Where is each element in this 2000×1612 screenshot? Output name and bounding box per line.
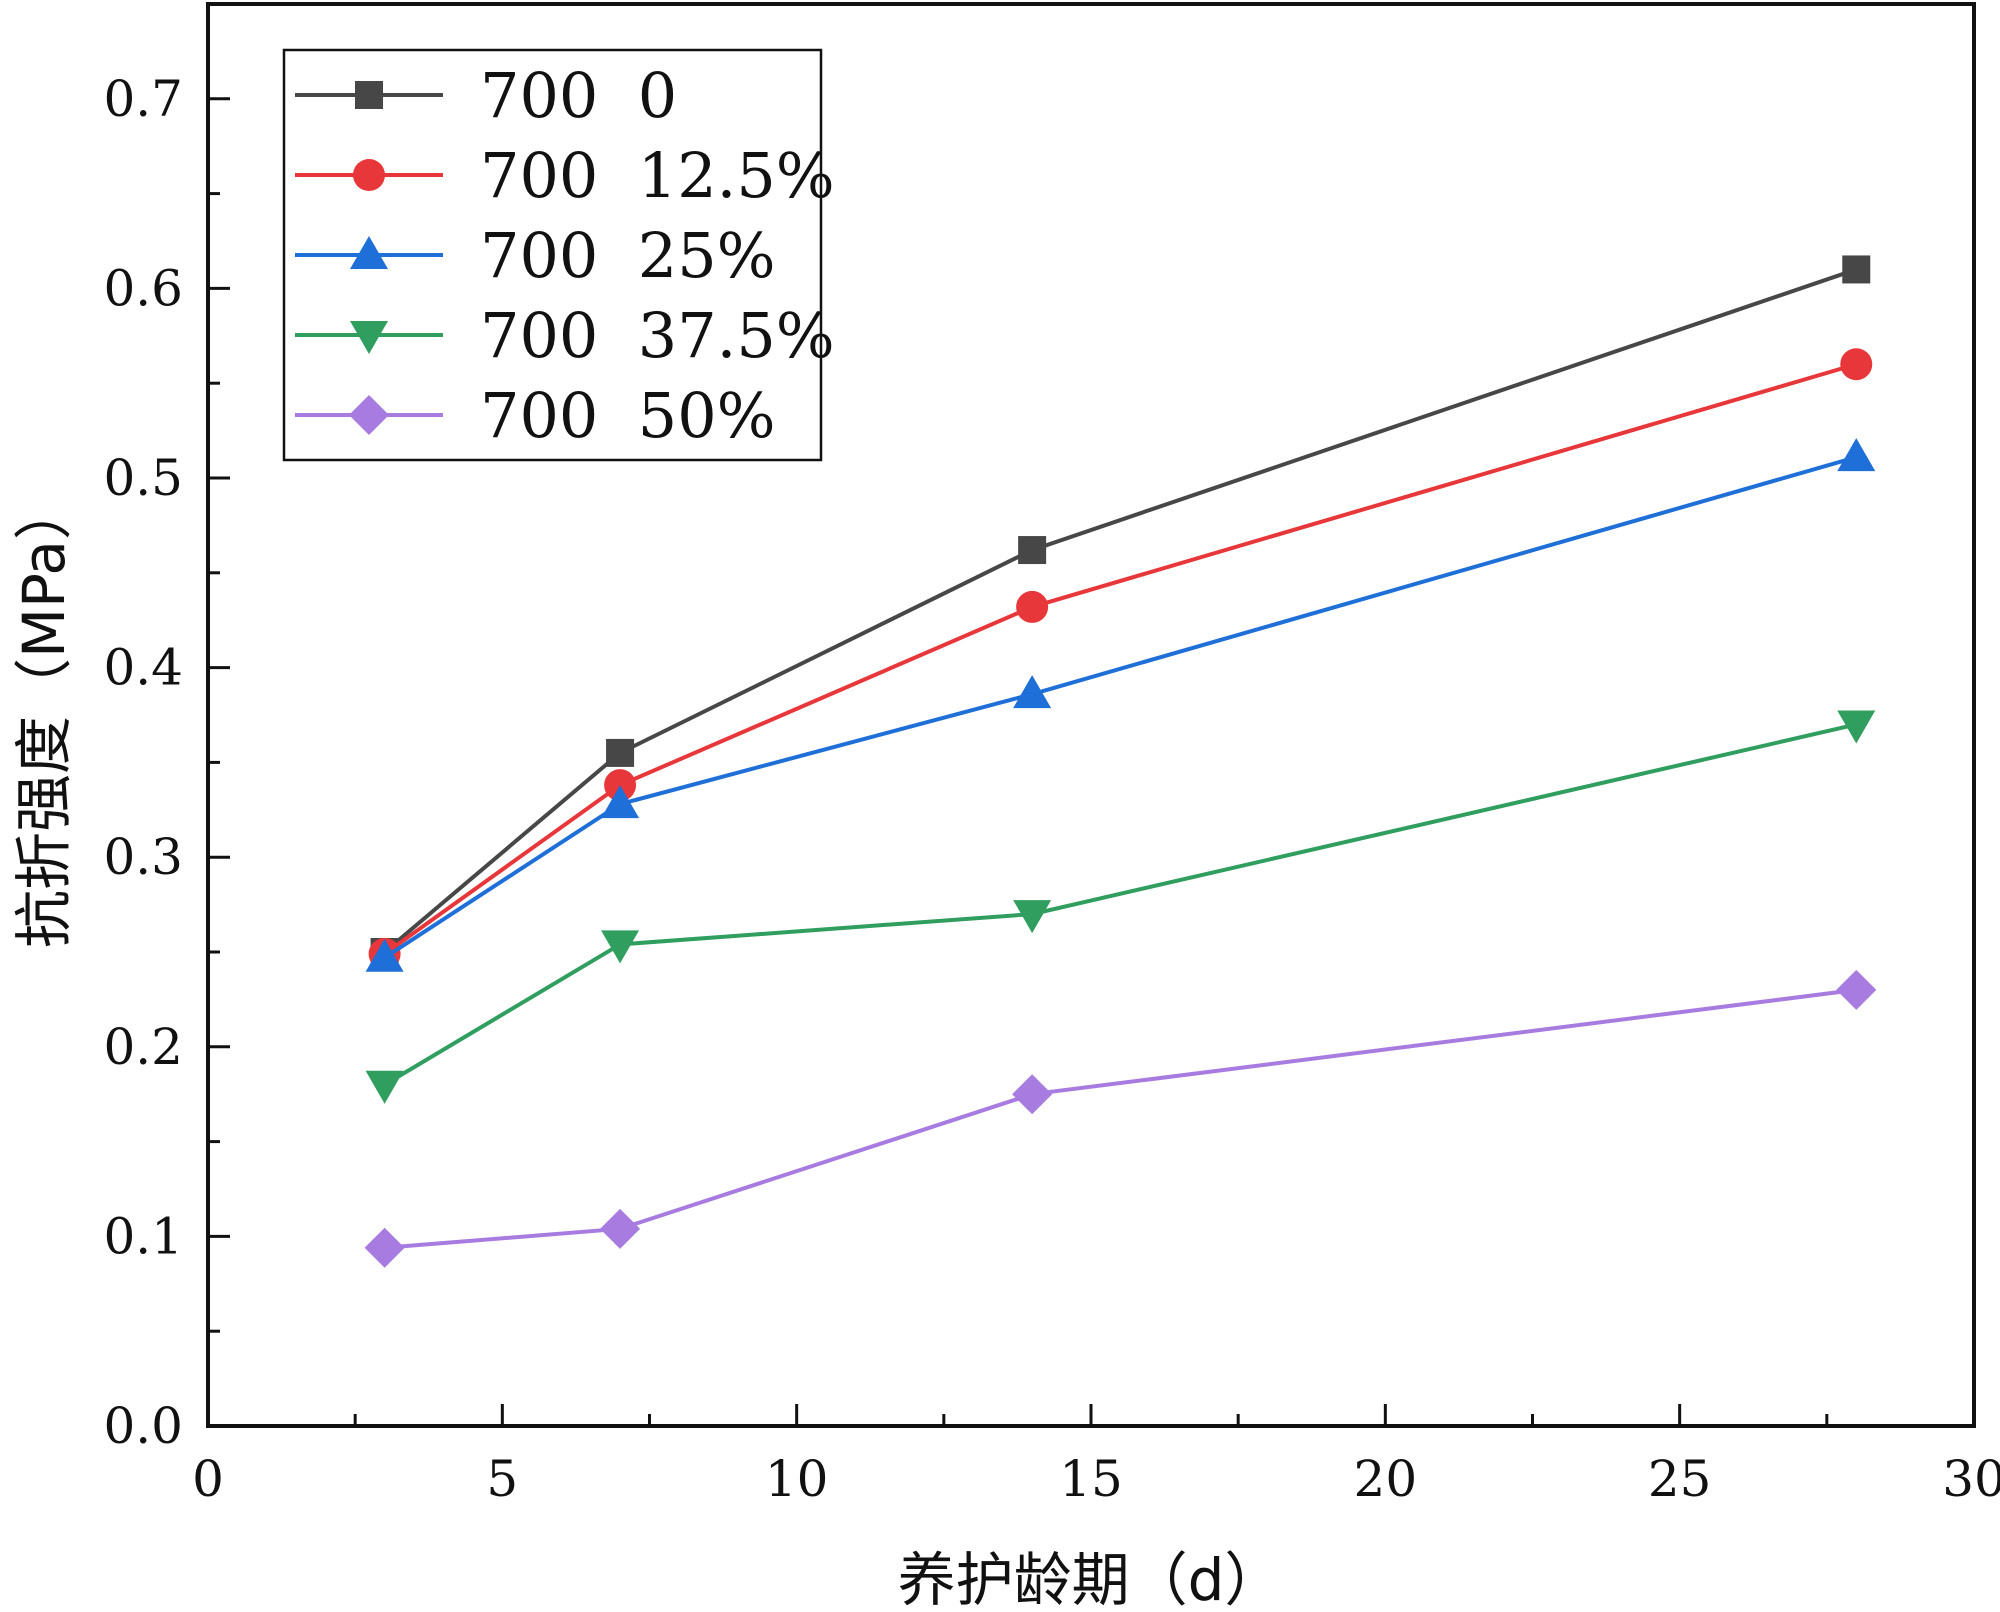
x-tick-label: 25 [1648, 1450, 1712, 1508]
series-line [383, 267, 1857, 954]
legend-label: 700 12.5% [480, 139, 835, 212]
legend-marker [353, 159, 385, 191]
series-3 [365, 710, 1876, 1104]
data-point [364, 1227, 405, 1268]
legend-entry: 700 0 [295, 59, 677, 132]
legend-label: 700 25% [480, 219, 776, 292]
series-layer [364, 255, 1877, 1268]
x-axis-title: 养护龄期（d） [898, 1546, 1283, 1612]
data-point [1018, 536, 1047, 565]
series-line [384, 987, 1857, 1250]
x-tick-label: 0 [192, 1450, 224, 1508]
series-line [383, 362, 1857, 956]
x-axis: 0 5 10 15 20 25 30 [192, 1404, 2000, 1508]
data-point [600, 1208, 641, 1249]
data-point [1836, 969, 1877, 1010]
y-tick-label: 0.4 [103, 639, 183, 697]
data-point [365, 1070, 404, 1104]
data-point [606, 738, 635, 767]
data-point [601, 930, 640, 964]
data-point [1016, 590, 1049, 623]
data-point [1837, 710, 1876, 744]
series-2 [365, 438, 1876, 972]
legend-marker [350, 321, 388, 354]
y-axis-title: 抗折强度（MPa） [10, 482, 78, 948]
data-point [365, 938, 404, 972]
data-point [1012, 1074, 1053, 1115]
y-tick-label: 0.0 [103, 1397, 183, 1455]
data-point [1837, 438, 1876, 472]
y-tick-label: 0.7 [103, 70, 183, 128]
legend-label: 700 0 [480, 59, 677, 132]
data-point [1013, 675, 1052, 709]
legend-marker [349, 395, 389, 435]
x-tick-label: 15 [1059, 1450, 1123, 1508]
x-tick-label: 30 [1942, 1450, 2000, 1508]
series-line [383, 455, 1857, 960]
legend-label: 700 37.5% [480, 299, 835, 372]
y-tick-label: 0.1 [103, 1207, 183, 1265]
data-point [601, 785, 640, 819]
y-axis: 0.0 0.1 0.2 0.3 0.4 0.5 0.6 0.7 [103, 2, 230, 1455]
series-4 [364, 969, 1877, 1268]
legend-entry: 700 12.5% [295, 139, 835, 212]
series-line [383, 722, 1857, 1087]
y-tick-label: 0.3 [103, 828, 183, 886]
x-tick-label: 5 [486, 1450, 518, 1508]
y-tick-label: 0.5 [103, 449, 183, 507]
data-point [1013, 900, 1052, 934]
legend-entry: 700 37.5% [295, 299, 835, 372]
legend-label: 700 50% [480, 379, 776, 452]
y-tick-label: 0.2 [103, 1018, 183, 1076]
legend-entry: 700 25% [295, 219, 776, 292]
legend-entry: 700 50% [295, 379, 776, 452]
y-tick-label: 0.6 [103, 259, 183, 317]
x-tick-label: 20 [1354, 1450, 1418, 1508]
data-point [1840, 348, 1873, 381]
legend-marker [350, 236, 388, 269]
x-tick-label: 10 [765, 1450, 829, 1508]
legend-marker [355, 81, 383, 109]
data-point [1842, 255, 1871, 284]
